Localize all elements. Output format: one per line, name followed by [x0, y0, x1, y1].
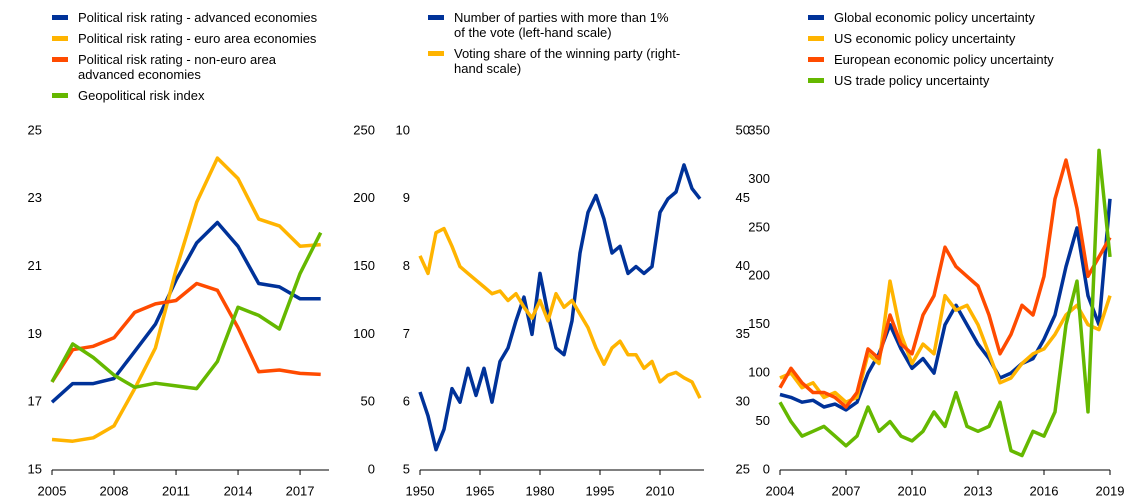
x-tick-label: 2008 [100, 483, 129, 498]
y2-tick-label: 30 [736, 394, 750, 409]
x-tick-label: 2007 [832, 483, 861, 498]
legend-swatch [52, 36, 68, 41]
legend-label: US economic policy uncertainty [834, 31, 1016, 46]
series-line [418, 226, 702, 399]
y-tick-label: 9 [403, 190, 410, 205]
legend-swatch [52, 93, 68, 98]
x-tick-label: 2013 [964, 483, 993, 498]
y-tick-label: 21 [28, 258, 42, 273]
legend: Political risk rating - advanced economi… [52, 10, 322, 109]
x-tick-label: 1995 [586, 483, 615, 498]
y2-tick-label: 0 [368, 461, 375, 476]
y-tick-label: 15 [28, 461, 42, 476]
series-line [779, 279, 1112, 404]
legend-swatch [808, 78, 824, 83]
y-tick-label: 5 [403, 461, 410, 476]
y-tick-label: 6 [403, 394, 410, 409]
y2-tick-label: 50 [736, 122, 750, 137]
y-tick-label: 7 [403, 326, 410, 341]
y2-tick-label: 25 [736, 461, 750, 476]
legend-swatch [808, 15, 824, 20]
x-tick-label: 2016 [1030, 483, 1059, 498]
x-tick-label: 2014 [224, 483, 253, 498]
y-tick-label: 19 [28, 326, 42, 341]
x-tick-label: 2019 [1096, 483, 1125, 498]
legend-entry: Political risk rating - non-euro area ad… [52, 52, 322, 82]
legend-label: Global economic policy uncertainty [834, 10, 1035, 25]
y2-tick-label: 40 [736, 258, 750, 273]
legend-label: Voting share of the winning party (right… [454, 46, 681, 76]
y2-tick-label: 45 [736, 190, 750, 205]
series-line [50, 231, 323, 391]
y-tick-label: 8 [403, 258, 410, 273]
series-line [779, 198, 1112, 412]
y-tick-label: 100 [748, 365, 770, 380]
legend-entry: Political risk rating - euro area econom… [52, 31, 322, 46]
legend-entry: European economic policy uncertainty [808, 52, 1108, 67]
x-tick-label: 2005 [38, 483, 67, 498]
series-line [50, 220, 321, 404]
legend-swatch [808, 57, 824, 62]
x-tick-label: 2004 [766, 483, 795, 498]
y2-tick-label: 250 [353, 122, 375, 137]
y-tick-label: 23 [28, 190, 42, 205]
y-tick-label: 0 [763, 461, 770, 476]
series-line [50, 281, 321, 383]
y-tick-label: 200 [748, 268, 770, 283]
y-tick-label: 150 [748, 316, 770, 331]
legend-entry: US economic policy uncertainty [808, 31, 1108, 46]
legend-entry: Voting share of the winning party (right… [428, 46, 683, 76]
legend: Number of parties with more than 1% of t… [428, 10, 683, 82]
y2-tick-label: 50 [361, 394, 375, 409]
legend-swatch [428, 15, 444, 20]
series-line [778, 148, 1112, 458]
legend-swatch [52, 57, 68, 62]
legend-entry: US trade policy uncertainty [808, 73, 1108, 88]
x-tick-label: 1980 [526, 483, 555, 498]
y2-tick-label: 35 [736, 326, 750, 341]
y-tick-label: 17 [28, 394, 42, 409]
series-line [51, 156, 321, 443]
legend-swatch [52, 15, 68, 20]
x-tick-label: 2010 [898, 483, 927, 498]
legend-label: Geopolitical risk index [78, 88, 205, 103]
x-tick-label: 2010 [646, 483, 675, 498]
y2-tick-label: 200 [353, 190, 375, 205]
legend-label: European economic policy uncertainty [834, 52, 1054, 67]
y2-tick-label: 100 [353, 326, 375, 341]
y-tick-label: 250 [748, 219, 770, 234]
legend-entry: Political risk rating - advanced economi… [52, 10, 322, 25]
y-tick-label: 350 [748, 122, 770, 137]
x-tick-label: 2017 [286, 483, 315, 498]
y-tick-label: 25 [28, 122, 42, 137]
series-line [778, 158, 1112, 409]
legend-entry: Global economic policy uncertainty [808, 10, 1108, 25]
legend-entry: Geopolitical risk index [52, 88, 322, 103]
legend-label: Number of parties with more than 1% of t… [454, 10, 669, 40]
legend: Global economic policy uncertainty US eco… [808, 10, 1108, 94]
y2-tick-label: 150 [353, 258, 375, 273]
legend-label: Political risk rating - advanced economi… [78, 10, 318, 25]
y-tick-label: 10 [396, 122, 410, 137]
x-tick-label: 2011 [162, 483, 190, 498]
series-line [418, 163, 702, 452]
legend-swatch [428, 51, 444, 56]
x-tick-label: 1950 [406, 483, 435, 498]
y-tick-label: 300 [748, 171, 770, 186]
x-tick-label: 1965 [466, 483, 495, 498]
legend-label: Political risk rating - euro area econom… [78, 31, 317, 46]
legend-label: Political risk rating - non-euro area ad… [78, 52, 276, 82]
legend-swatch [808, 36, 824, 41]
y-tick-label: 50 [756, 413, 770, 428]
legend-label: US trade policy uncertainty [834, 73, 990, 88]
legend-entry: Number of parties with more than 1% of t… [428, 10, 683, 40]
